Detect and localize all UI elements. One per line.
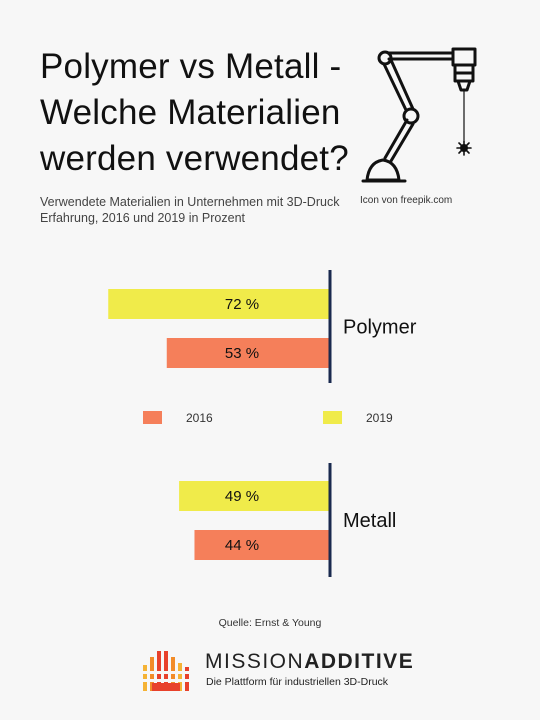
icon-credit: Icon von freepik.com xyxy=(360,195,453,206)
data-label-polymer-2016: 53 % xyxy=(225,345,259,362)
data-label-metall-2019: 49 % xyxy=(225,488,259,505)
brand-name: MISSIONADDITIVE xyxy=(205,650,414,674)
data-label-polymer-2019: 72 % xyxy=(225,296,259,313)
legend-label-2019: 2019 xyxy=(366,411,393,425)
brand-name-part2: ADDITIVE xyxy=(304,650,415,673)
chart-subtitle: Verwendete Materialien in Unternehmen mi… xyxy=(40,195,340,225)
category-label-polymer: Polymer xyxy=(343,317,417,339)
robot-arm-laser-icon xyxy=(355,44,495,194)
bar-metall-2019 xyxy=(179,481,330,511)
page-title: Polymer vs Metall - Welche Materialien w… xyxy=(40,47,349,178)
bar-metall-2016 xyxy=(194,530,330,560)
brand-name-part1: MISSION xyxy=(205,650,305,673)
legend-swatch-2016 xyxy=(143,411,162,424)
source-note: Quelle: Ernst & Young xyxy=(218,617,322,629)
legend-swatch-2019 xyxy=(323,411,342,424)
category-label-metall: Metall xyxy=(343,510,396,532)
mission-additive-logo xyxy=(143,651,189,691)
bar-chart: 72 % 53 % Polymer 49 % 44 % Metall 2016 2019 xyxy=(108,270,417,577)
data-label-metall-2016: 44 % xyxy=(225,537,259,554)
brand-tagline: Die Plattform für industriellen 3D-Druck xyxy=(206,676,389,688)
legend-label-2016: 2016 xyxy=(186,411,213,425)
bar-polymer-2016 xyxy=(166,338,330,368)
bar-polymer-2019 xyxy=(108,289,331,319)
